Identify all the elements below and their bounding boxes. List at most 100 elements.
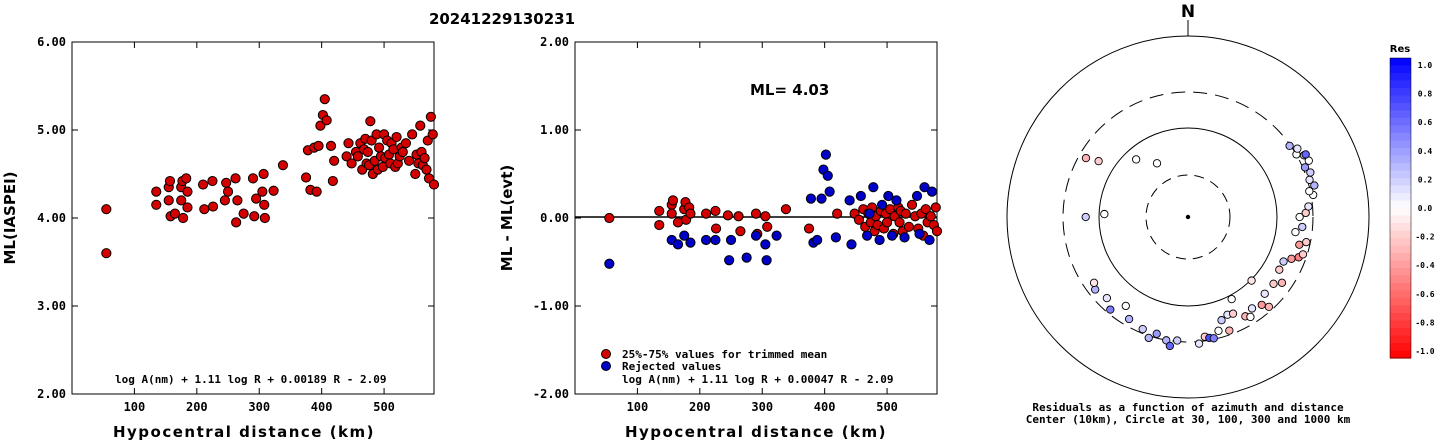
station-marker — [1300, 163, 1310, 172]
colorbar-segment — [1390, 328, 1411, 337]
station-marker — [1269, 279, 1278, 288]
station-marker — [1246, 312, 1255, 322]
station-marker — [1257, 300, 1266, 310]
colorbar-segment — [1390, 223, 1411, 232]
colorbar-segment — [1390, 290, 1411, 299]
colorbar-segment — [1390, 125, 1411, 134]
data-point — [319, 94, 330, 105]
station-marker — [1081, 153, 1091, 163]
data-point — [666, 208, 677, 219]
data-point — [230, 173, 241, 184]
data-point — [812, 234, 823, 246]
data-point — [101, 204, 112, 215]
x-tick-label: 200 — [186, 400, 208, 414]
colorbar-segment — [1390, 178, 1411, 187]
station-marker — [1102, 293, 1112, 303]
data-point — [881, 217, 893, 228]
data-point — [182, 202, 193, 213]
station-marker — [1295, 240, 1304, 249]
colorbar-segment — [1390, 343, 1411, 352]
data-point — [667, 195, 679, 206]
ring-30km — [1145, 174, 1231, 260]
colorbar-segment — [1390, 350, 1411, 359]
station-marker — [1293, 144, 1302, 153]
data-point — [257, 186, 268, 197]
x-tick-label: 400 — [311, 400, 333, 414]
data-point — [911, 190, 923, 202]
colorbar-tick-label: 0.2 — [1418, 175, 1433, 184]
data-point — [403, 155, 415, 166]
data-point — [259, 212, 270, 224]
station-marker — [1100, 209, 1109, 219]
station-marker — [1227, 294, 1236, 304]
data-point — [199, 204, 210, 215]
data-point — [762, 221, 773, 232]
data-point — [428, 179, 440, 190]
station-marker — [1298, 222, 1307, 232]
data-point — [820, 149, 832, 160]
data-point — [760, 211, 771, 222]
colorbar-tick-label: 0.4 — [1418, 147, 1433, 156]
data-point — [891, 195, 902, 206]
data-point — [604, 212, 615, 224]
colorbar-tick-label: 0.6 — [1418, 118, 1433, 127]
data-point — [427, 129, 438, 140]
data-point — [169, 208, 181, 219]
data-point — [844, 195, 855, 206]
data-point — [824, 186, 835, 197]
station-marker — [1285, 141, 1294, 151]
y-tick-label: 5.00 — [37, 123, 66, 137]
x-tick-label: 100 — [627, 400, 649, 414]
colorbar-tick-label: -0.2 — [1415, 233, 1434, 242]
y-tick-label: 1.00 — [540, 123, 569, 137]
data-point — [419, 153, 430, 164]
y-axis-label: ML(IASPEI) — [1, 171, 19, 264]
data-point — [182, 186, 193, 197]
data-point — [321, 115, 332, 126]
data-point — [222, 186, 234, 197]
data-point — [249, 211, 260, 222]
station-marker — [1217, 316, 1226, 325]
data-point — [197, 179, 209, 190]
ring-300km — [1062, 91, 1314, 343]
data-point — [247, 173, 259, 184]
station-marker — [1228, 309, 1238, 318]
colorbar-segment — [1390, 110, 1411, 119]
station-marker — [1091, 285, 1100, 294]
ml-vs-distance-panel: ML(IASPEI) Hypocentral distance (km) log… — [1, 35, 440, 441]
data-point — [735, 226, 746, 237]
colorbar-segment — [1390, 148, 1411, 157]
colorbar-segment — [1390, 238, 1411, 247]
data-point — [864, 208, 875, 219]
station-marker — [1310, 181, 1319, 190]
data-point — [914, 228, 925, 239]
data-point — [176, 195, 187, 206]
data-point — [672, 239, 684, 250]
data-point — [373, 142, 385, 153]
data-point — [903, 221, 915, 232]
station-marker — [1121, 301, 1130, 311]
data-point — [900, 208, 911, 219]
station-marker — [1124, 314, 1134, 324]
x-tick-label: 300 — [751, 400, 773, 414]
data-point — [362, 146, 373, 158]
colorbar-tick-label: 1.0 — [1418, 61, 1433, 70]
data-point — [391, 131, 402, 143]
station-marker — [1152, 329, 1161, 338]
ring-100km — [1098, 127, 1278, 307]
data-point — [352, 151, 363, 162]
colorbar-tick-label: 0.0 — [1418, 204, 1433, 213]
data-point — [277, 160, 289, 171]
data-point — [771, 230, 782, 241]
data-point — [886, 230, 898, 241]
station-marker — [1214, 326, 1223, 335]
data-point — [876, 199, 888, 210]
station-marker — [1094, 156, 1103, 166]
data-point — [329, 155, 340, 166]
x-tick-label: 500 — [876, 400, 898, 414]
station-marker — [1305, 187, 1314, 196]
y-tick-label: 3.00 — [37, 299, 66, 313]
colorbar-segment — [1390, 245, 1411, 254]
colorbar-segment — [1390, 65, 1411, 74]
colorbar-segment — [1390, 103, 1411, 112]
